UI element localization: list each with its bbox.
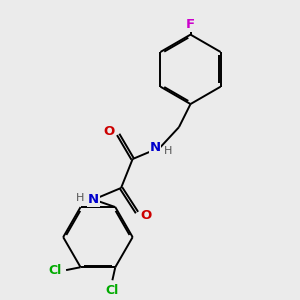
Text: H: H [164,146,172,156]
Text: Cl: Cl [48,264,61,277]
Text: Cl: Cl [106,284,119,297]
Text: O: O [103,125,115,138]
Text: N: N [149,141,161,154]
Text: F: F [186,18,195,31]
Text: O: O [141,209,152,222]
Text: N: N [88,193,99,206]
Text: H: H [76,193,85,203]
